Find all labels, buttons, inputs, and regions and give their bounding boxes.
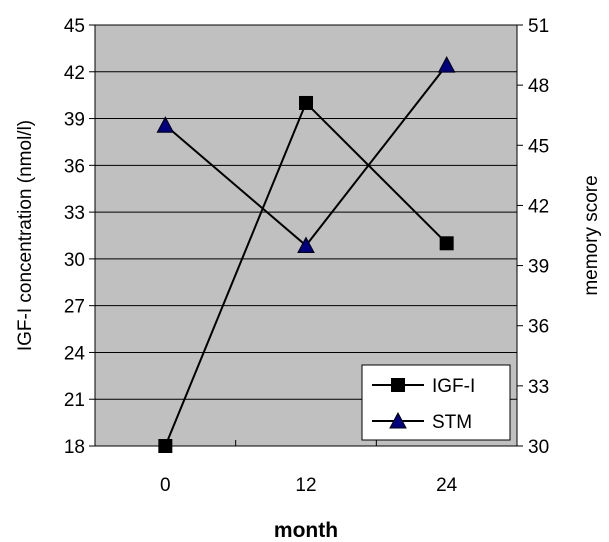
right-tick-label: 30	[528, 437, 549, 458]
triangle-marker	[156, 116, 175, 133]
left-tick-label: 18	[64, 437, 85, 458]
right-tick-label: 33	[528, 377, 549, 398]
x-tick-label: 0	[160, 475, 171, 496]
square-marker	[158, 439, 173, 453]
series-markers	[156, 56, 456, 453]
square-marker	[299, 95, 313, 110]
left-tick-label: 39	[64, 110, 85, 131]
left-tick-label: 30	[64, 250, 85, 271]
right-tick-label: 42	[528, 196, 549, 217]
x-tick-label: 12	[295, 475, 316, 496]
right-tick-label: 36	[528, 317, 549, 338]
legend-box	[361, 364, 511, 441]
left-tick-label: 33	[64, 203, 85, 224]
triangle-marker	[389, 411, 407, 429]
left-tick-label: 21	[64, 390, 85, 411]
x-tick-label: 24	[436, 475, 458, 496]
right-tick-label: 39	[528, 257, 549, 278]
left-tick-label: 45	[64, 16, 85, 37]
axes: 18 21 24 27 30 33 36 39 42 45 30 33 36 39 42 45 48 51 0 12 2…	[15, 16, 602, 542]
right-tick-label: 48	[528, 76, 549, 97]
x-axis-title: month	[274, 519, 338, 542]
right-tick-label: 51	[528, 16, 549, 37]
triangle-marker	[297, 236, 315, 254]
left-tick-label: 36	[64, 156, 85, 177]
right-tick-label: 45	[528, 136, 549, 157]
left-axis-title: IGF-I concentration (nmol/l)	[15, 120, 36, 351]
triangle-marker	[437, 56, 456, 73]
left-tick-label: 24	[64, 343, 86, 364]
left-tick-label: 42	[64, 63, 85, 84]
legend-label: IGF-I	[432, 376, 475, 397]
square-marker	[391, 378, 405, 392]
right-axis-title: memory score	[581, 175, 602, 295]
square-marker	[439, 236, 454, 251]
legend-label: STM	[432, 412, 472, 433]
legend: IGF-I STM	[361, 364, 511, 441]
left-tick-label: 27	[64, 297, 85, 318]
